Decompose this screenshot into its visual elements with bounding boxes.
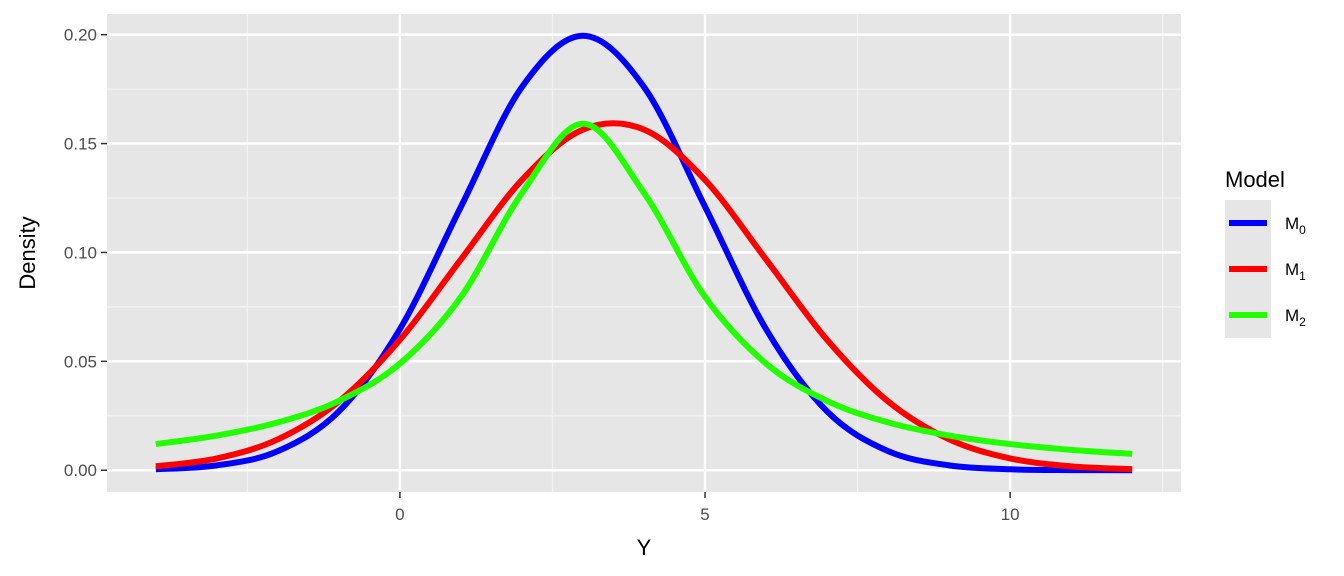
y-tick-label: 0.20: [64, 26, 97, 45]
x-tick-label: 10: [1001, 505, 1020, 524]
y-tick-label: 0.05: [64, 352, 97, 371]
x-tick-label: 5: [700, 505, 709, 524]
series-line-m0: [155, 32, 1133, 474]
y-tick-label: 0.00: [64, 461, 97, 480]
y-tick-label: 0.10: [64, 243, 97, 262]
y-axis-title: Density: [15, 216, 40, 289]
series-lines: [155, 32, 1133, 474]
legend-label-m0: M0: [1285, 214, 1306, 237]
legend: Model M0 M1 M2: [1225, 167, 1306, 338]
x-tick-label: 0: [395, 505, 404, 524]
series-line-m2: [155, 120, 1133, 457]
legend-label-m2: M2: [1285, 306, 1306, 329]
x-axis-title: Y: [637, 535, 652, 560]
y-tick-label: 0.15: [64, 135, 97, 154]
legend-label-m1: M1: [1285, 260, 1306, 283]
legend-title: Model: [1225, 167, 1285, 192]
axis-ticks: 0 5 10 0.00 0.05 0.10 0.15 0.20: [64, 26, 1020, 524]
gridlines: [107, 14, 1181, 492]
